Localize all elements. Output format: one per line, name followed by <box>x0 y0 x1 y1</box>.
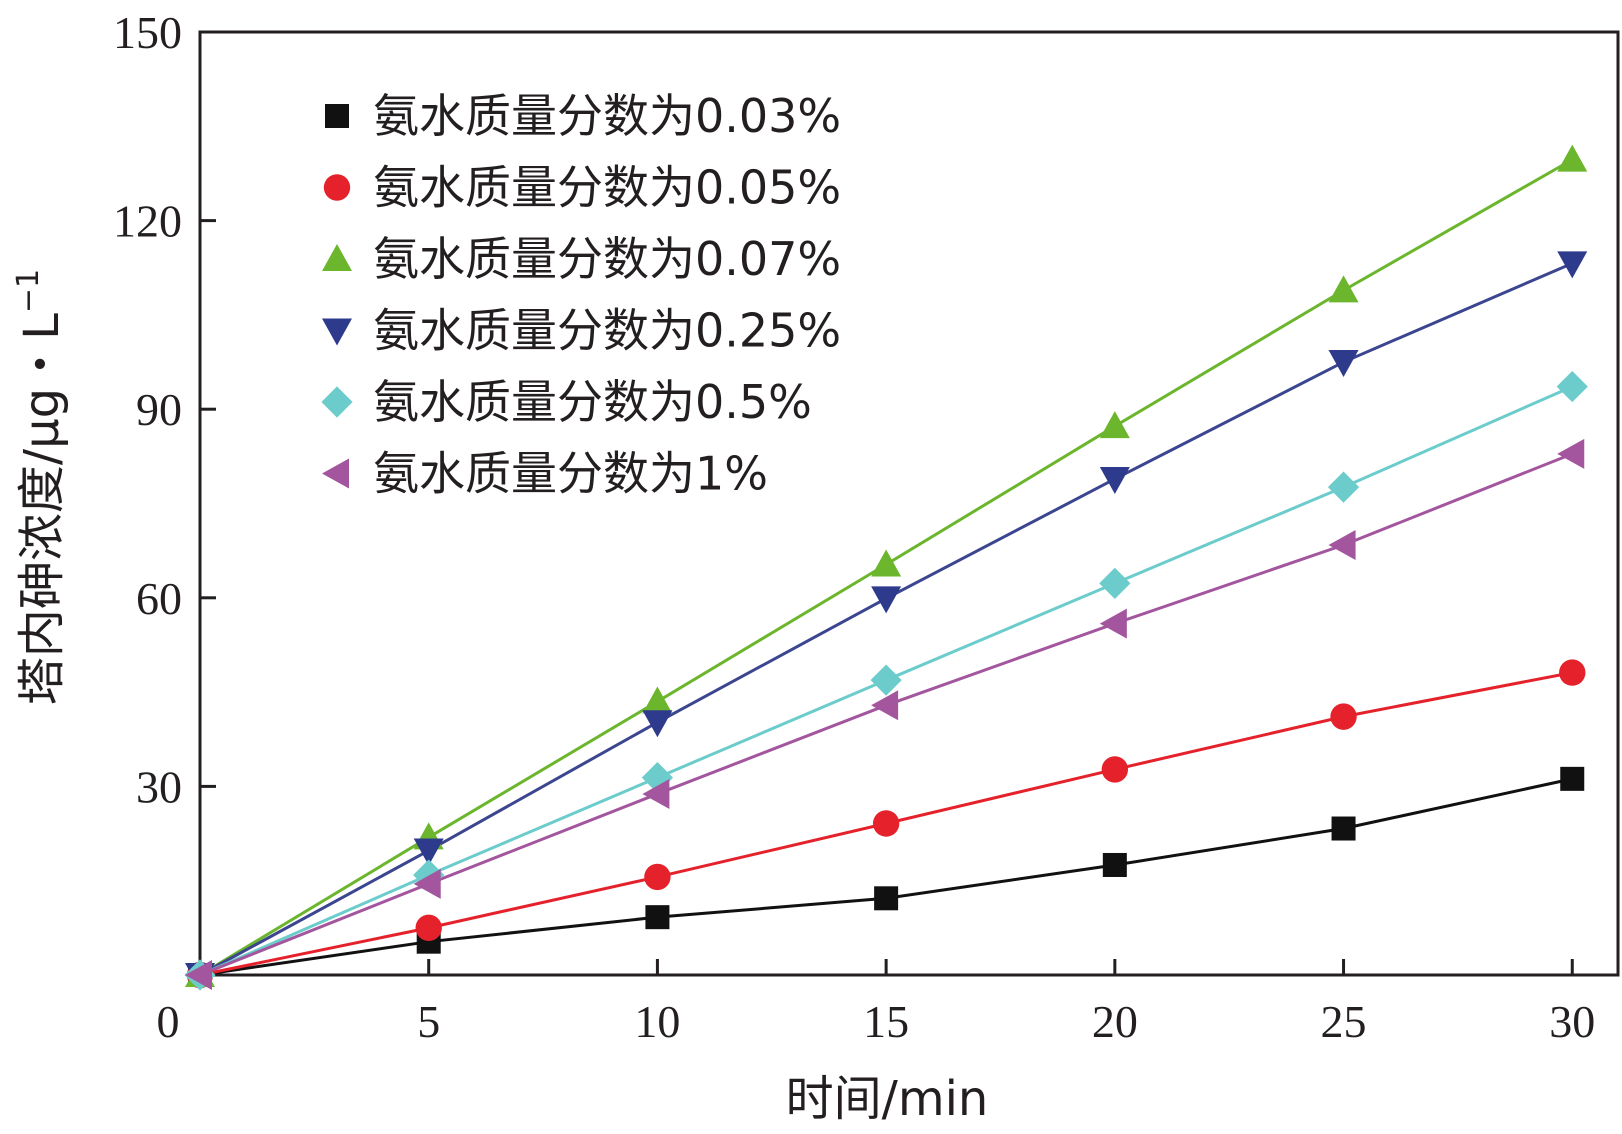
data-point <box>1099 608 1127 639</box>
legend-label: 氨水质量分数为0.5% <box>373 375 812 429</box>
data-point <box>871 586 902 614</box>
legend-marker <box>325 104 349 128</box>
data-point <box>1328 350 1359 378</box>
series-markers <box>184 144 1588 991</box>
data-point <box>1557 144 1588 172</box>
data-point <box>642 778 670 809</box>
data-point <box>645 905 670 930</box>
data-point <box>872 810 900 837</box>
data-point <box>642 710 673 738</box>
data-point <box>1101 756 1129 783</box>
legend-label: 氨水质量分数为0.07% <box>373 232 841 286</box>
y-axis-title: 塔内砷浓度/μg・L−1 <box>11 269 70 705</box>
plot-border <box>198 30 1620 977</box>
y-axis-title-superscript: −1 <box>11 269 46 313</box>
x-tick-label: 30 <box>1549 996 1595 1047</box>
data-point <box>1557 251 1588 279</box>
series-line <box>199 261 1573 977</box>
data-point <box>1556 370 1588 403</box>
data-point <box>1559 659 1586 686</box>
data-point <box>1102 852 1127 877</box>
legend-label: 氨水质量分数为0.05% <box>373 161 841 215</box>
data-point <box>871 549 902 577</box>
y-axis-title-main: 塔内砷浓度/μg・L <box>14 313 70 705</box>
plot-frame <box>198 30 1620 977</box>
y-tick-label: 90 <box>136 384 182 435</box>
y-tick-label: 150 <box>113 7 182 58</box>
data-point <box>1099 567 1131 599</box>
y-tick-label: 120 <box>113 196 182 247</box>
x-tick-label: 20 <box>1092 996 1138 1047</box>
data-point <box>413 838 444 866</box>
data-point <box>415 914 442 942</box>
axis-ticks: 0 5 10 15 20 25 30 30 60 90 120 150 <box>113 7 1595 1047</box>
x-axis-title: 时间/min <box>786 1071 989 1127</box>
svg-text:塔内砷浓度/μg・L−1: 塔内砷浓度/μg・L−1 <box>11 269 70 705</box>
data-point <box>413 868 441 899</box>
data-point <box>644 863 671 891</box>
x-tick-label: 10 <box>634 996 680 1047</box>
data-point <box>413 859 445 891</box>
legend-label: 氨水质量分数为1% <box>373 447 768 501</box>
data-point <box>1330 703 1357 730</box>
data-point <box>870 664 902 696</box>
legend-label: 氨水质量分数为0.25% <box>373 304 841 358</box>
series-line <box>199 777 1573 977</box>
y-tick-label: 60 <box>136 573 182 624</box>
y-tick-label: 30 <box>136 761 182 812</box>
data-point <box>1099 466 1130 494</box>
legend-marker <box>323 174 351 201</box>
data-point <box>185 960 212 990</box>
legend-marker <box>322 244 352 271</box>
x-tick-label: 0 <box>157 996 180 1047</box>
x-tick-label: 25 <box>1321 996 1367 1047</box>
x-tick-label: 5 <box>417 996 440 1047</box>
legend-marker <box>321 386 353 418</box>
legend-marker <box>322 318 352 346</box>
data-point <box>1331 816 1356 841</box>
data-point <box>874 886 899 911</box>
data-point <box>1099 411 1130 439</box>
data-point <box>1560 766 1585 791</box>
data-point <box>1327 471 1360 503</box>
x-tick-label: 15 <box>863 996 909 1047</box>
data-point <box>1328 529 1356 560</box>
legend: 氨水质量分数为0.03% 氨水质量分数为0.05% 氨水质量分数为0.07% 氨水质量… <box>321 89 841 501</box>
legend-marker <box>322 458 349 489</box>
data-point <box>1328 275 1359 303</box>
legend-label: 氨水质量分数为0.03% <box>373 89 841 143</box>
data-point <box>871 690 899 721</box>
data-point <box>642 686 673 714</box>
data-point <box>1557 438 1585 469</box>
